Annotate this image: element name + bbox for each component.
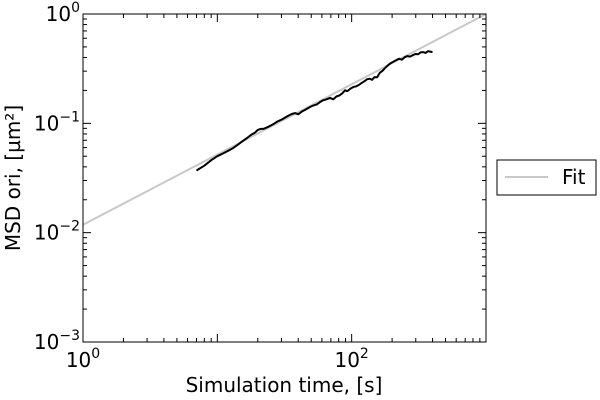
y-tick-label: 100 <box>46 0 80 26</box>
legend: Fit <box>496 159 597 196</box>
msd-data-line <box>195 50 433 172</box>
legend-label-fit: Fit <box>562 165 586 189</box>
x-axis-label: Simulation time, [s] <box>186 373 383 397</box>
tick-labels: 100 102 100 10−1 10−2 10−3 <box>34 0 369 372</box>
axis-ticks <box>82 13 487 343</box>
y-tick-label: 10−2 <box>34 219 80 245</box>
data-line-layer <box>195 50 433 172</box>
y-axis-label: MSD ori, [µm²] <box>1 105 25 251</box>
y-tick-label: 10−3 <box>34 328 80 354</box>
y-tick-label: 10−1 <box>34 109 80 135</box>
plot-area-frame <box>82 13 487 343</box>
fit-line <box>82 13 487 226</box>
x-tick-label: 102 <box>334 346 368 372</box>
fit-line-layer <box>82 13 487 226</box>
x-tick-label: 100 <box>66 346 100 372</box>
